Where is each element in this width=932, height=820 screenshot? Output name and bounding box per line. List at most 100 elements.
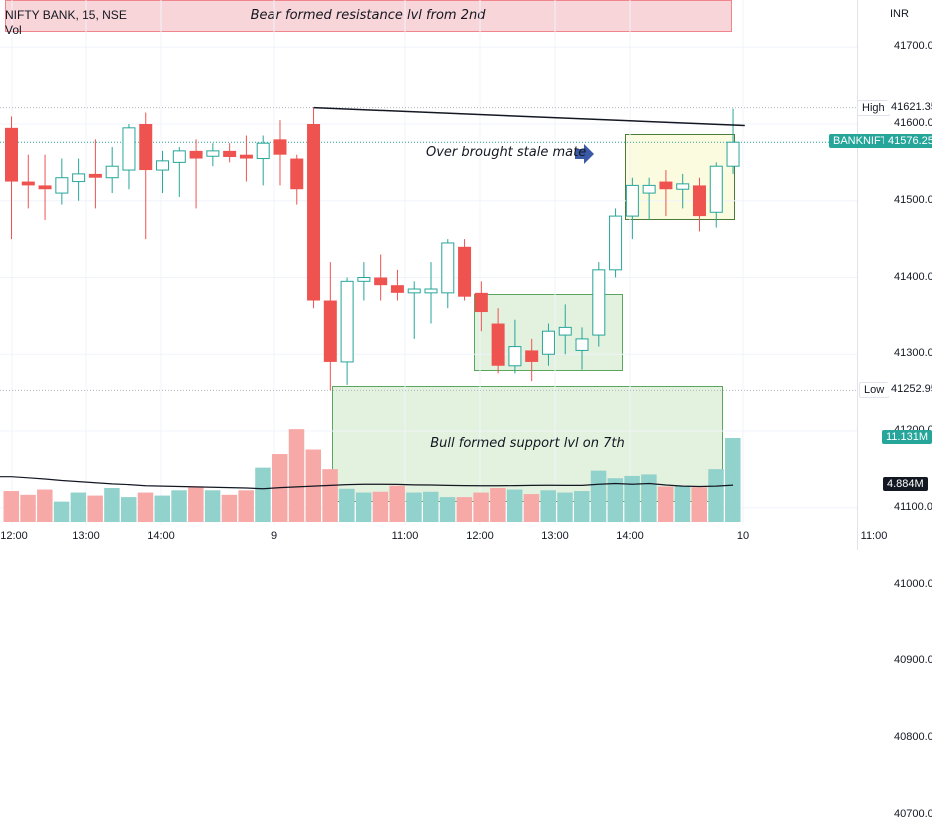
price-tick-label: 40900.00 <box>894 654 932 667</box>
candle-body-up <box>642 184 656 194</box>
candle-body-down <box>290 158 304 190</box>
price-tick-label: 41600.00 <box>894 117 932 129</box>
time-tick-label: 14:00 <box>616 530 644 542</box>
volume-bar <box>389 485 405 522</box>
candle-body-up <box>609 215 623 271</box>
volume-bar <box>171 490 187 522</box>
volume-bar <box>87 495 103 522</box>
candle-body-up <box>726 141 740 167</box>
volume-bar <box>439 497 456 522</box>
volume-bar <box>624 475 640 522</box>
candle-body-up <box>508 346 522 367</box>
candle-body-down <box>659 181 673 190</box>
time-tick-label: 9 <box>270 530 278 542</box>
time-tick-label: 13:00 <box>72 530 100 542</box>
symbol-line: NIFTY BANK, 15, NSE <box>5 8 127 22</box>
candle-body-up <box>709 165 723 213</box>
resistance-zone[interactable]: Bear formed resistance lvl from 2nd <box>4 0 732 32</box>
volume-ma-tag: 4.884M <box>883 477 928 492</box>
volume-bar <box>372 491 389 522</box>
candle-body-down <box>307 124 321 301</box>
volume-bar <box>288 429 305 522</box>
volume-bar <box>221 494 238 522</box>
time-tick-label: 14:00 <box>147 530 175 542</box>
time-tick-label: 13:00 <box>541 530 569 542</box>
candle-body-down <box>223 150 237 158</box>
volume-value-tag: 11.131M <box>882 429 932 444</box>
volume-bar <box>322 469 338 522</box>
volume-bar <box>674 485 691 522</box>
candle-body-down <box>88 173 102 178</box>
volume-bar <box>339 488 355 522</box>
candlestick-plot[interactable] <box>0 0 857 550</box>
volume-bar <box>523 494 540 522</box>
candle-body-down <box>273 139 287 155</box>
volume-bar <box>355 492 372 522</box>
candle-body-up <box>105 165 119 179</box>
candle-body-down <box>374 277 388 286</box>
price-tick-label: 40800.00 <box>894 731 932 743</box>
candle-body-up <box>72 173 86 183</box>
volume-bar <box>641 474 657 522</box>
time-tick-label: 12:00 <box>466 530 494 542</box>
volume-bar <box>70 492 87 522</box>
price-tick-label: 41500.00 <box>894 193 932 206</box>
candle-body-down <box>323 300 337 362</box>
candle-body-down <box>491 323 505 366</box>
volume-bar <box>238 490 254 522</box>
volume-bar <box>154 495 171 522</box>
candle-body-down <box>38 185 52 190</box>
currency-label: INR <box>890 8 909 20</box>
volume-bar <box>725 437 741 522</box>
high-marker-label: High <box>857 99 890 116</box>
candle-body-down <box>390 285 404 293</box>
resistance-trendline <box>313 106 745 127</box>
candle-body-down <box>458 246 472 297</box>
candle-body-up <box>172 150 186 163</box>
support-zone-label: Bull formed support lvl on 7th <box>430 436 625 452</box>
candle-body-up <box>156 160 170 171</box>
price-tick-label: 41400.00 <box>894 270 932 283</box>
volume-bar <box>490 488 506 522</box>
symbol-price-tag: BANKNIFTY <box>829 134 899 149</box>
volume-bar <box>473 492 489 522</box>
price-axis[interactable]: INR 41800.0041700.0041600.0041500.004140… <box>857 0 932 820</box>
volume-bar <box>506 489 523 522</box>
volume-bar <box>204 490 221 522</box>
candle-body-up <box>424 288 438 294</box>
candle-body-up <box>441 242 455 294</box>
candle-body-down <box>189 150 203 159</box>
volume-bar <box>53 501 70 522</box>
volume-bar <box>557 492 573 522</box>
candle-body-up <box>558 326 572 336</box>
volume-bar <box>37 489 53 522</box>
volume-bar <box>456 497 473 522</box>
candle-body-down <box>5 127 18 182</box>
volume-bar <box>137 492 154 522</box>
candle-body-up <box>676 183 690 190</box>
candle-body-up <box>575 338 589 351</box>
volume-bar <box>590 470 607 522</box>
low-marker-label: Low <box>859 382 890 399</box>
volume-ma-line <box>0 476 734 490</box>
volume-bar <box>104 488 120 522</box>
low-marker-value: 41252.95 <box>887 382 932 397</box>
candle-body-up <box>541 330 555 355</box>
candle-body-down <box>139 124 153 171</box>
candle-body-up <box>55 177 69 194</box>
volume-bar <box>540 490 556 522</box>
time-tick-label: 11:00 <box>860 530 888 542</box>
volume-bar <box>607 478 624 522</box>
last-price-tag: 41576.25 <box>884 134 932 149</box>
candle-body-up <box>122 127 136 171</box>
stalemate-annotation: Over brought stale mate <box>426 145 587 160</box>
support-zone[interactable]: Bull formed support lvl on 7th <box>331 386 724 502</box>
chart-header: NIFTY BANK, 15, NSE Vol <box>5 8 127 38</box>
price-tick-label: 41300.00 <box>894 347 932 360</box>
price-tick-label: 41700.00 <box>894 40 932 53</box>
volume-bar <box>3 491 19 522</box>
right-arrow-icon <box>575 144 594 164</box>
candle-body-down <box>21 181 35 186</box>
volume-bar <box>20 494 36 522</box>
